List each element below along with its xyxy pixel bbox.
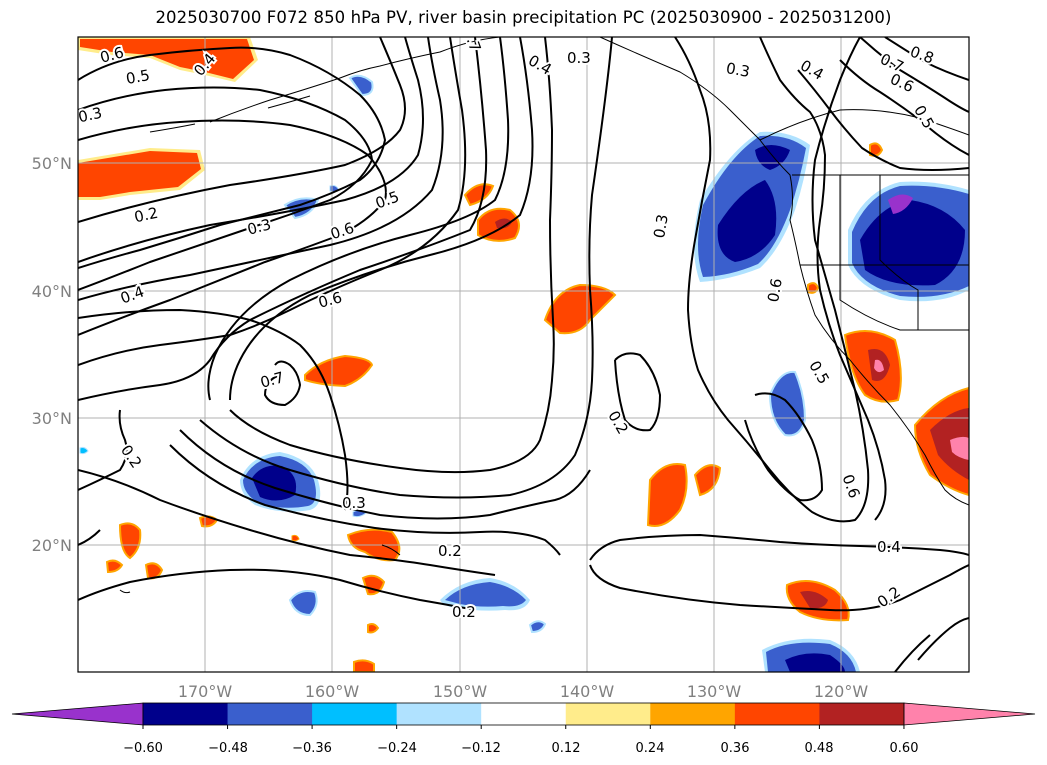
colorbar-tick-label: −0.60 bbox=[123, 741, 163, 756]
colorbar-extension-high bbox=[903, 702, 1036, 726]
positive-precip-region bbox=[646, 463, 688, 527]
contour-label: 0.3 bbox=[650, 213, 672, 240]
colorbar-tick-label: 0.24 bbox=[636, 741, 665, 756]
lon-label: 150°W bbox=[433, 682, 488, 701]
colorbar-tick-label: −0.48 bbox=[208, 741, 248, 756]
colorbar-tick-labels: −0.60 −0.48 −0.36 −0.24 −0.12 0.12 0.24 … bbox=[123, 741, 918, 756]
lat-label: 40°N bbox=[32, 282, 72, 301]
positive-precip-region bbox=[543, 283, 617, 335]
colorbar-segment bbox=[734, 703, 820, 725]
plot-title: 2025030700 F072 850 hPa PV, river basin … bbox=[155, 8, 892, 27]
colorbar-segment bbox=[819, 703, 905, 725]
lon-label: 140°W bbox=[560, 682, 615, 701]
positive-precip-region bbox=[361, 574, 386, 596]
positive-precip-region bbox=[367, 623, 380, 634]
lat-label: 30°N bbox=[32, 409, 72, 428]
pv-contours bbox=[78, 37, 969, 672]
lon-label: 170°W bbox=[178, 682, 233, 701]
positive-precip-region bbox=[105, 559, 124, 574]
contour-label: 0.3 bbox=[342, 494, 366, 512]
positive-precip-region bbox=[353, 659, 375, 672]
negative-precip-region bbox=[440, 578, 530, 611]
contour-label: 0.6 bbox=[764, 277, 786, 304]
positive-precip-region bbox=[807, 282, 820, 294]
colorbar-segment bbox=[565, 703, 651, 725]
contour-label: 0.4 bbox=[877, 538, 901, 556]
latitude-labels: 50°N 40°N 30°N 20°N bbox=[32, 154, 72, 555]
gridlines bbox=[78, 37, 969, 672]
positive-precip-region bbox=[118, 522, 142, 560]
lon-label: 160°W bbox=[305, 682, 360, 701]
colorbar-tick-label: −0.24 bbox=[377, 741, 417, 756]
negative-precip-region bbox=[348, 74, 374, 97]
colorbar-segment bbox=[227, 703, 313, 725]
longitude-labels: 170°W 160°W 150°W 140°W 130°W 120°W bbox=[178, 682, 869, 701]
positive-precip-region bbox=[843, 330, 902, 403]
colorbar-tick-label: 0.36 bbox=[721, 741, 750, 756]
negative-precip-region bbox=[762, 638, 860, 672]
negative-precip-region bbox=[694, 131, 810, 282]
colorbar-tick-label: −0.12 bbox=[461, 741, 501, 756]
map-frame bbox=[77, 36, 970, 673]
colorbar-segment bbox=[312, 703, 398, 725]
lon-label: 120°W bbox=[814, 682, 869, 701]
negative-precip-region bbox=[288, 590, 318, 617]
contour-labels: 0.6 0.5 0.4 0.3 0.2 0.3 0.5 0.6 0.4 0.6 … bbox=[78, 37, 940, 623]
positive-precip-region bbox=[291, 534, 300, 542]
colorbar-tick-label: 0.48 bbox=[805, 741, 834, 756]
positive-precip-region bbox=[463, 183, 495, 207]
colorbar-segment bbox=[396, 703, 482, 725]
colorbar-segment bbox=[650, 703, 736, 725]
colorbar-border bbox=[142, 702, 905, 726]
colorbar-tick-label: 0.12 bbox=[552, 741, 581, 756]
contour-label: 0.2 bbox=[438, 542, 462, 560]
positive-precip-region bbox=[913, 386, 969, 497]
colorbar-segment bbox=[143, 703, 229, 725]
coastlines bbox=[119, 37, 969, 594]
colorbar-tick-label: 0.60 bbox=[890, 741, 919, 756]
positive-precip-region bbox=[477, 207, 520, 242]
contour-label: 0.2 bbox=[452, 603, 476, 621]
lon-label: 130°W bbox=[687, 682, 742, 701]
colorbar-segments bbox=[11, 702, 1036, 729]
contour-label: 0.3 bbox=[567, 49, 591, 67]
colorbar-extension-low bbox=[11, 702, 144, 726]
lat-label: 20°N bbox=[32, 536, 72, 555]
negative-precip-region bbox=[848, 181, 969, 302]
lat-label: 50°N bbox=[32, 154, 72, 173]
negative-precip-region bbox=[79, 446, 89, 455]
contour-label: 0.3 bbox=[725, 59, 752, 81]
negative-precip-region bbox=[528, 620, 547, 634]
colorbar-segment bbox=[481, 703, 567, 725]
colorbar-tick-label: −0.36 bbox=[292, 741, 332, 756]
